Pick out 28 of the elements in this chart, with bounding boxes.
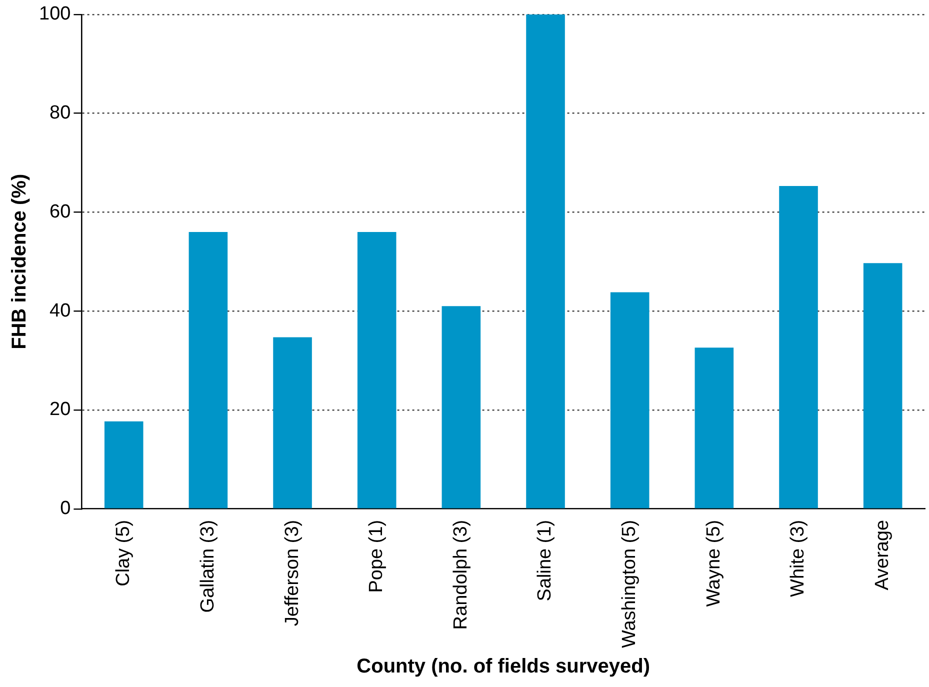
y-tick-label: 40 [50,300,71,322]
x-tick-label: Washington (5) [619,520,640,648]
x-tick-label: Randolph (3) [450,520,472,630]
bar [188,232,228,508]
bar [863,263,902,508]
bar [779,186,818,508]
y-tick-label: 0 [60,498,71,520]
bar [357,232,396,508]
bar [273,337,312,508]
y-axis-title: FHB incidence (%) [8,174,31,350]
x-tick-label: Pope (1) [366,520,388,593]
bar [442,306,481,508]
x-tick-label: Wayne (5) [703,520,724,607]
x-tick-label: Clay (5) [113,520,134,586]
x-axis-title: County (no. of fields surveyed) [356,656,650,678]
x-tick-label: Saline (1) [534,520,556,602]
y-tick-label: 100 [39,4,71,25]
x-tick-label: Gallatin (3) [197,520,218,613]
bar [104,421,144,508]
y-tick-label: 20 [50,399,71,420]
x-tick-label: Jefferson (3) [282,520,303,626]
bar [610,292,650,508]
x-tick-label: White (3) [788,520,809,597]
bar [526,14,565,508]
bar [694,348,734,508]
y-tick-label: 60 [50,201,71,222]
y-tick-label: 80 [50,102,71,124]
x-tick-label: Average [872,520,894,590]
